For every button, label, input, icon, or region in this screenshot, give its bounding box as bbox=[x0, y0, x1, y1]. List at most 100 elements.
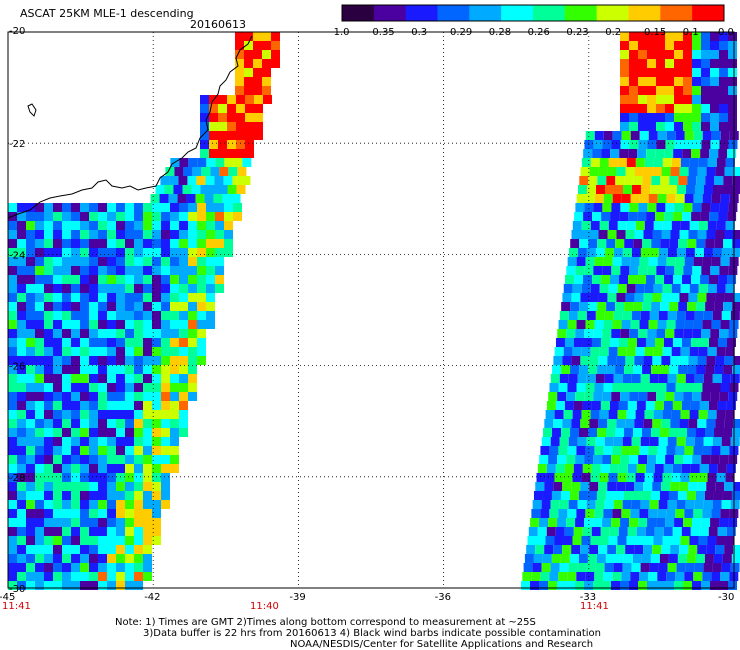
swath-cell bbox=[586, 248, 596, 257]
swath-cell bbox=[107, 410, 116, 419]
swath-cell bbox=[621, 194, 631, 203]
swath-cell bbox=[668, 491, 678, 500]
swath-cell bbox=[705, 176, 715, 185]
swath-cell bbox=[656, 86, 665, 95]
swath-cell bbox=[719, 581, 729, 590]
swath-cell bbox=[107, 545, 116, 554]
swath-cell bbox=[611, 518, 621, 527]
swath-cell bbox=[53, 545, 62, 554]
swath-cell bbox=[253, 86, 262, 95]
swath-cell bbox=[71, 347, 80, 356]
swath-cell bbox=[206, 266, 215, 275]
swath-cell bbox=[80, 302, 89, 311]
swath-cell bbox=[218, 122, 227, 131]
swath-cell bbox=[218, 104, 227, 113]
swath-cell bbox=[723, 428, 733, 437]
swath-cell bbox=[635, 473, 645, 482]
swath-cell bbox=[521, 581, 531, 590]
swath-cell bbox=[116, 419, 125, 428]
swath-cell bbox=[627, 401, 637, 410]
swath-cell bbox=[44, 527, 53, 536]
swath-cell bbox=[107, 347, 116, 356]
swath-cell bbox=[17, 221, 26, 230]
swath-cell bbox=[625, 293, 635, 302]
swath-cell bbox=[661, 419, 671, 428]
swath-cell bbox=[710, 86, 719, 95]
swath-cell bbox=[634, 482, 644, 491]
swath-cell bbox=[730, 311, 740, 320]
swath-cell bbox=[560, 554, 570, 563]
swath-cell bbox=[209, 149, 218, 158]
swath-cell bbox=[26, 239, 35, 248]
swath-cell bbox=[607, 545, 617, 554]
swath-cell bbox=[200, 185, 210, 194]
swath-cell bbox=[706, 482, 716, 491]
swath-cell bbox=[53, 446, 62, 455]
swath-cell bbox=[629, 122, 638, 131]
swath-cell bbox=[80, 536, 89, 545]
swath-cell bbox=[206, 203, 215, 212]
swath-cell bbox=[652, 230, 662, 239]
swath-cell bbox=[589, 482, 599, 491]
swath-cell bbox=[98, 554, 107, 563]
swath-cell bbox=[588, 428, 598, 437]
swath-cell bbox=[583, 149, 593, 158]
swath-cell bbox=[710, 455, 720, 464]
swath-cell bbox=[642, 428, 652, 437]
swath-cell bbox=[730, 500, 740, 509]
swath-cell bbox=[651, 176, 661, 185]
swath-cell bbox=[26, 455, 35, 464]
swath-cell bbox=[593, 518, 603, 527]
swath-cell bbox=[599, 473, 609, 482]
swath-cell bbox=[719, 50, 728, 59]
swath-cell bbox=[726, 527, 736, 536]
swath-cell bbox=[53, 257, 62, 266]
swath-cell bbox=[701, 95, 710, 104]
swath-cell bbox=[125, 401, 134, 410]
swath-cell bbox=[188, 365, 197, 374]
swath-cell bbox=[553, 545, 563, 554]
swath-cell bbox=[170, 374, 179, 383]
swath-cell bbox=[616, 482, 626, 491]
swath-cell bbox=[703, 563, 713, 572]
swath-cell bbox=[617, 410, 627, 419]
swath-cell bbox=[80, 257, 89, 266]
swath-cell bbox=[693, 383, 703, 392]
swath-cell bbox=[89, 230, 98, 239]
swath-cell bbox=[254, 104, 263, 113]
swath-cell bbox=[683, 59, 692, 68]
swath-cell bbox=[550, 500, 560, 509]
swath-cell bbox=[540, 446, 550, 455]
swath-cell bbox=[665, 203, 675, 212]
swath-cell bbox=[683, 41, 692, 50]
swath-cell bbox=[562, 482, 572, 491]
swath-cell bbox=[633, 176, 643, 185]
swath-cell bbox=[666, 572, 676, 581]
swath-cell bbox=[53, 275, 62, 284]
swath-cell bbox=[161, 293, 170, 302]
swath-cell bbox=[26, 293, 35, 302]
swath-cell bbox=[53, 212, 62, 221]
swath-cell bbox=[716, 284, 726, 293]
swath-cell bbox=[728, 113, 737, 122]
swath-cell bbox=[526, 545, 536, 554]
swath-cell bbox=[646, 149, 656, 158]
swath-cell bbox=[616, 293, 626, 302]
swath-cell bbox=[262, 32, 271, 41]
swath-cell bbox=[611, 266, 621, 275]
swath-cell bbox=[629, 581, 639, 590]
swath-cell bbox=[8, 230, 17, 239]
swath-cell bbox=[143, 536, 152, 545]
swath-cell bbox=[125, 221, 134, 230]
swath-cell bbox=[71, 266, 80, 275]
swath-cell bbox=[233, 203, 242, 212]
swath-cell bbox=[597, 176, 607, 185]
swath-cell bbox=[667, 185, 677, 194]
swath-cell bbox=[608, 536, 618, 545]
swath-cell bbox=[206, 221, 215, 230]
swath-cell bbox=[125, 365, 134, 374]
swath-cell bbox=[80, 455, 89, 464]
swath-cell bbox=[701, 32, 710, 41]
swath-cell bbox=[627, 338, 637, 347]
swath-cell bbox=[224, 203, 233, 212]
